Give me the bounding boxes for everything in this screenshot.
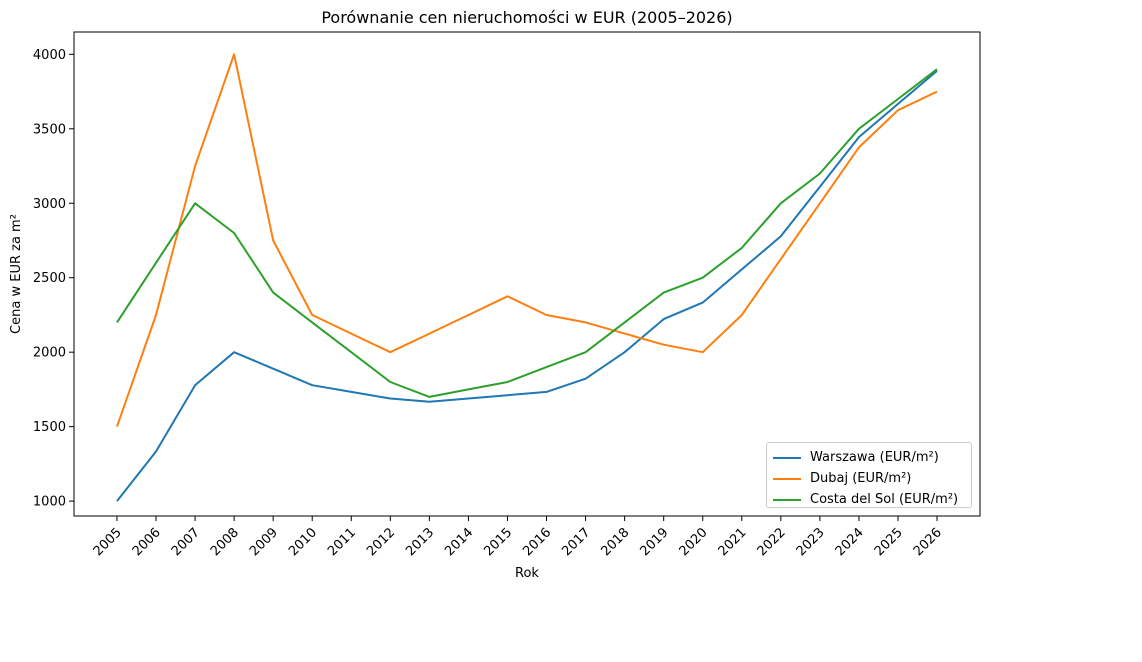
x-tick-label: 2016 [520, 525, 554, 559]
x-axis: 2005 2006 2007 2008 2009 2010 2011 2012 2013 2014… [91, 516, 945, 559]
series-line-2 [116, 68, 938, 398]
x-axis-label: Rok [515, 566, 539, 581]
y-tick-label: 3500 [33, 122, 66, 137]
legend-swatch-dubaj [773, 477, 801, 480]
x-tick-label: 2005 [91, 525, 125, 559]
legend-swatch-costa-del-sol [773, 498, 801, 501]
legend-label-dubaj: Dubaj (EUR/m²) [810, 471, 912, 486]
x-tick-label: 2019 [638, 525, 672, 559]
y-tick-label: 3000 [33, 197, 66, 212]
y-tick-label: 1000 [33, 495, 66, 510]
y-axis-label: Cena w EUR za m² [9, 214, 24, 334]
y-tick-label: 2000 [33, 346, 66, 361]
x-tick-label: 2012 [364, 525, 398, 559]
x-tick-label: 2026 [911, 525, 945, 559]
x-tick-label: 2015 [481, 525, 515, 559]
x-tick-label: 2011 [325, 525, 359, 559]
y-tick-label: 4000 [33, 48, 66, 63]
series-lines [116, 53, 938, 502]
x-tick-label: 2008 [208, 525, 242, 559]
series-line-1 [116, 53, 938, 427]
x-tick-label: 2009 [247, 525, 281, 559]
legend-item-warszawa: Warszawa (EUR/m²) [773, 447, 965, 468]
x-tick-label: 2018 [598, 525, 632, 559]
x-tick-label: 2022 [755, 525, 789, 559]
x-tick-label: 2006 [130, 525, 164, 559]
x-tick-label: 2025 [872, 525, 906, 559]
legend-swatch-warszawa [773, 456, 801, 459]
legend: Warszawa (EUR/m²) Dubaj (EUR/m²) Costa d… [766, 442, 972, 508]
x-tick-label: 2014 [442, 525, 476, 559]
x-tick-label: 2017 [559, 525, 593, 559]
series-line-0 [116, 70, 938, 502]
y-axis: 1000 1500 2000 2500 3000 3500 4000 [33, 48, 74, 510]
x-tick-label: 2024 [833, 525, 867, 559]
x-tick-label: 2010 [286, 525, 320, 559]
x-tick-label: 2021 [716, 525, 750, 559]
y-tick-label: 2500 [33, 271, 66, 286]
legend-item-costa-del-sol: Costa del Sol (EUR/m²) [773, 489, 965, 510]
x-tick-label: 2023 [794, 525, 828, 559]
plot-area [73, 31, 981, 517]
legend-item-dubaj: Dubaj (EUR/m²) [773, 468, 965, 489]
x-tick-label: 2013 [403, 525, 437, 559]
legend-label-warszawa: Warszawa (EUR/m²) [810, 450, 939, 465]
chart-title: Porównanie cen nieruchomości w EUR (2005… [321, 8, 732, 27]
legend-label-costa-del-sol: Costa del Sol (EUR/m²) [810, 492, 959, 507]
x-tick-label: 2020 [677, 525, 711, 559]
y-tick-label: 1500 [33, 420, 66, 435]
x-tick-label: 2007 [169, 525, 203, 559]
